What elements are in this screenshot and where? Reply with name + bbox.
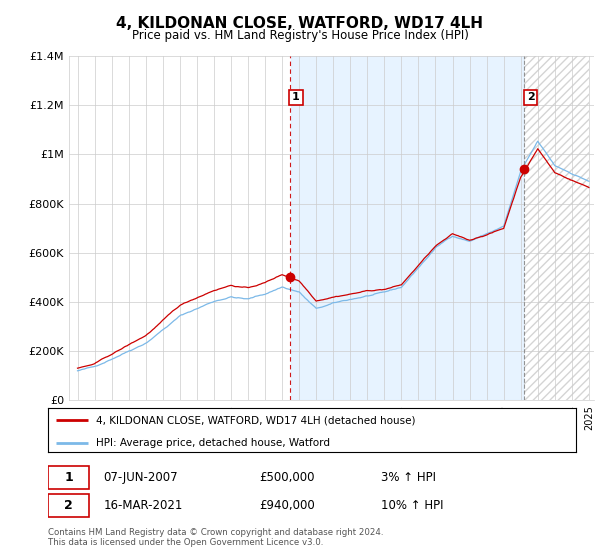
Text: 3% ↑ HPI: 3% ↑ HPI [380,471,436,484]
Text: Price paid vs. HM Land Registry's House Price Index (HPI): Price paid vs. HM Land Registry's House … [131,29,469,42]
Text: 4, KILDONAN CLOSE, WATFORD, WD17 4LH (detached house): 4, KILDONAN CLOSE, WATFORD, WD17 4LH (de… [95,415,415,425]
FancyBboxPatch shape [48,494,89,517]
Text: 4, KILDONAN CLOSE, WATFORD, WD17 4LH: 4, KILDONAN CLOSE, WATFORD, WD17 4LH [116,16,484,31]
Text: 10% ↑ HPI: 10% ↑ HPI [380,499,443,512]
FancyBboxPatch shape [48,466,89,489]
Text: 07-JUN-2007: 07-JUN-2007 [103,471,178,484]
Text: 2: 2 [64,499,73,512]
Bar [524,0,589,400]
Text: Contains HM Land Registry data © Crown copyright and database right 2024.
This d: Contains HM Land Registry data © Crown c… [48,528,383,547]
Text: 16-MAR-2021: 16-MAR-2021 [103,499,183,512]
Text: £500,000: £500,000 [259,471,315,484]
Text: 1: 1 [292,92,300,102]
Text: 2: 2 [527,92,535,102]
Text: HPI: Average price, detached house, Watford: HPI: Average price, detached house, Watf… [95,437,329,447]
Text: £940,000: £940,000 [259,499,315,512]
Text: 1: 1 [64,471,73,484]
